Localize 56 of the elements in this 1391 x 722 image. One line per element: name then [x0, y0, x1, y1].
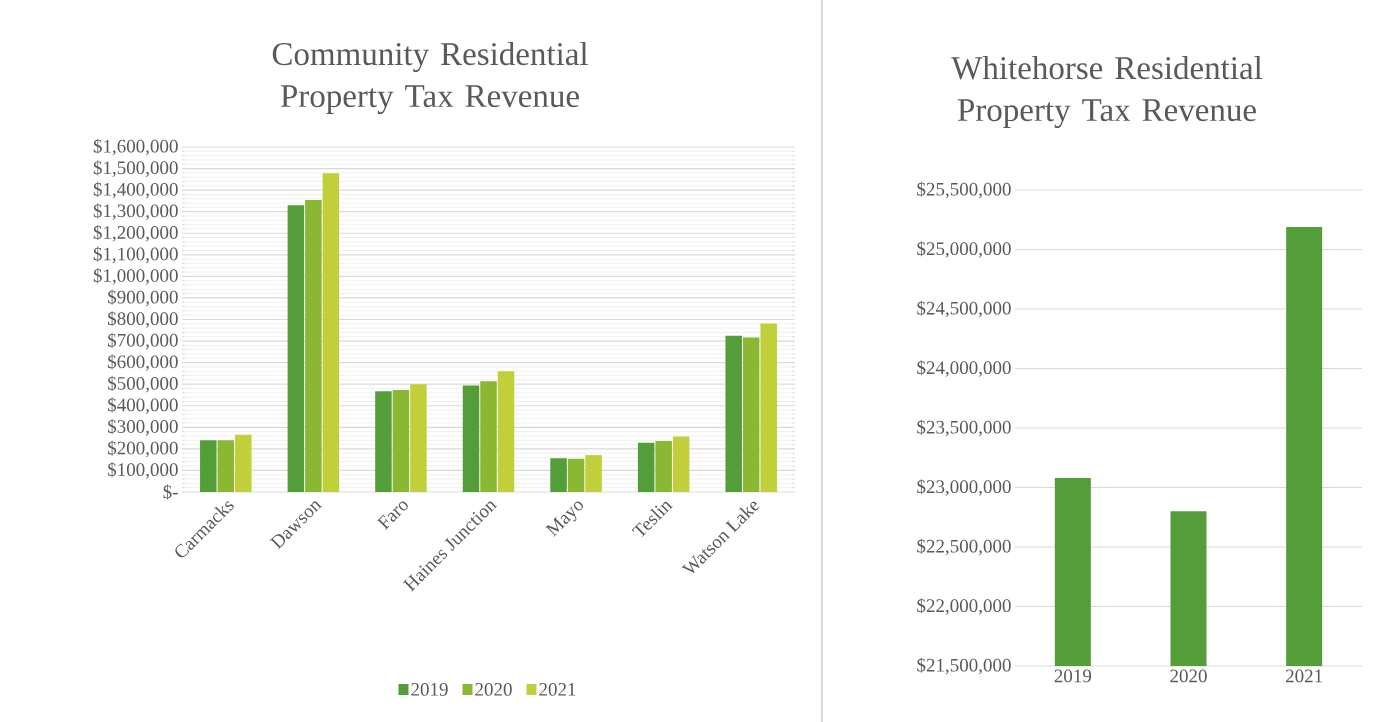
y-tick-label: $200,000	[108, 440, 178, 458]
bar	[392, 390, 410, 492]
y-tick-label: $-	[163, 484, 178, 500]
y-tick-label: $1,000,000	[93, 268, 178, 285]
bar	[375, 391, 392, 492]
bar	[672, 436, 690, 492]
bar	[217, 440, 235, 492]
y-tick-label: $100,000	[108, 462, 178, 479]
y-tick-label: $500,000	[108, 375, 178, 393]
bar	[287, 205, 305, 492]
legend-label: 2021	[539, 682, 576, 696]
bar	[567, 458, 585, 492]
bar	[550, 458, 567, 492]
bar	[637, 442, 655, 492]
y-tick-label: $1,300,000	[93, 203, 178, 221]
bar	[655, 441, 672, 492]
y-tick-label: $22,000,000	[917, 598, 1011, 615]
y-tick-label: $400,000	[108, 397, 178, 415]
y-tick-label: $1,500,000	[93, 160, 178, 177]
chart-title: Community Residential Property Tax Revenue	[272, 41, 588, 114]
y-tick-label: $23,000,000	[917, 479, 1011, 496]
bar	[235, 434, 252, 492]
y-tick-label: $1,400,000	[93, 181, 178, 199]
bar	[585, 455, 602, 492]
y-tick-label: $21,500,000	[917, 657, 1011, 675]
y-tick-label: $1,200,000	[93, 224, 178, 242]
bar	[725, 335, 742, 492]
x-tick-label: Faro	[376, 501, 408, 530]
y-tick-label: $900,000	[108, 289, 178, 307]
y-tick-label: $800,000	[108, 311, 178, 328]
y-tick-label: $22,500,000	[917, 538, 1011, 556]
legend-label: 2019	[411, 682, 448, 696]
bar	[305, 199, 322, 492]
x-tick-label: 2020	[1170, 669, 1207, 683]
bar	[742, 337, 760, 492]
y-tick-label: $24,500,000	[917, 300, 1011, 318]
x-tick-label: 2019	[1054, 669, 1092, 683]
x-tick-label: 2021	[1286, 669, 1323, 683]
bar	[200, 440, 217, 492]
bar	[410, 384, 427, 492]
y-tick-label: $23,500,000	[917, 419, 1011, 437]
y-tick-label: $25,000,000	[917, 241, 1011, 258]
bar	[480, 381, 497, 492]
bar	[462, 385, 480, 492]
bar	[322, 173, 340, 492]
bar	[760, 323, 777, 492]
y-tick-label: $300,000	[108, 418, 178, 436]
chart-title: Whitehorse Residential Property Tax Revenue	[951, 55, 1263, 128]
bar	[497, 371, 515, 492]
y-tick-label: $25,500,000	[917, 181, 1011, 199]
y-tick-label: $700,000	[108, 332, 178, 350]
y-tick-label: $600,000	[108, 354, 178, 371]
y-tick-label: $1,600,000	[93, 138, 178, 156]
legend-label: 2020	[475, 682, 512, 696]
y-tick-label: $24,000,000	[917, 360, 1011, 377]
y-tick-label: $1,100,000	[93, 246, 178, 264]
